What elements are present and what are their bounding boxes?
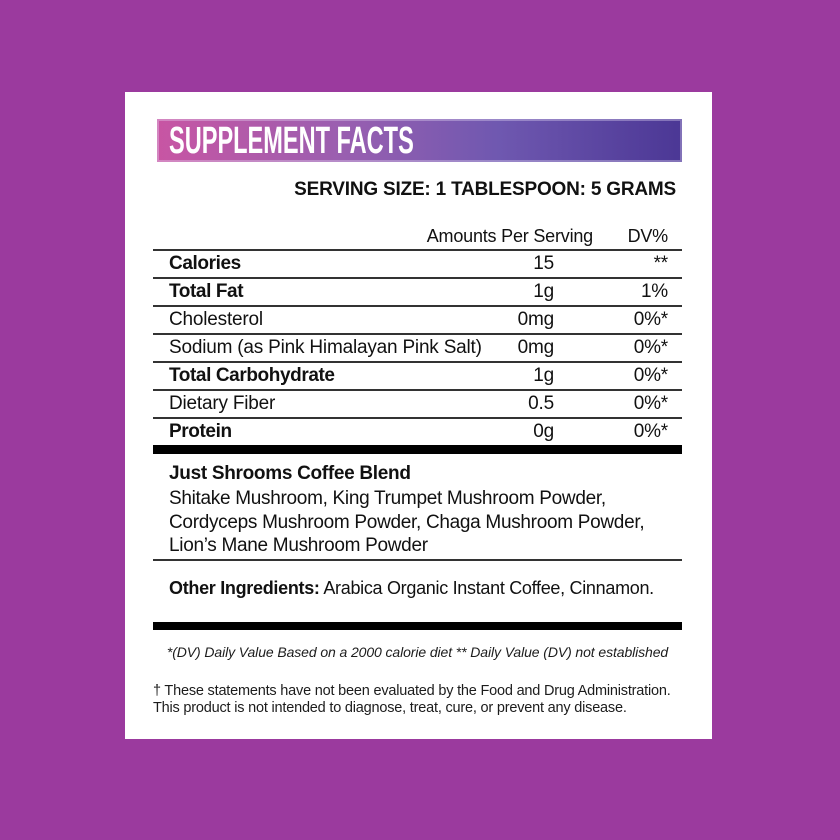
blend-line: Cordyceps Mushroom Powder, Chaga Mushroo… — [169, 511, 645, 533]
nutrient-amount: 0mg — [517, 337, 555, 358]
nutrient-label: Total Fat — [169, 281, 244, 302]
nutrient-label: Protein — [169, 421, 232, 442]
nutrient-dv: 0%* — [633, 393, 668, 414]
nutrient-amount: 1g — [533, 281, 554, 302]
nutrient-amount: 0mg — [517, 309, 555, 330]
nutrient-label: Sodium (as Pink Himalayan Pink Salt) — [169, 337, 482, 358]
nutrient-label: Calories — [169, 253, 241, 274]
nutrient-dv: 0%* — [633, 421, 668, 442]
nutrient-amount: 0g — [533, 421, 554, 442]
table-header-row: Amounts Per Serving DV% — [153, 223, 682, 249]
section-divider-bar — [153, 621, 682, 630]
nutrition-table: Amounts Per Serving DV% Calories 15 ** T… — [153, 223, 682, 445]
serving-size-line: SERVING SIZE: 1 TABLESPOON: 5 GRAMS — [294, 179, 676, 200]
table-row: Cholesterol 0mg 0%* — [153, 305, 682, 333]
fda-disclaimer-line: † These statements have not been evaluat… — [153, 682, 671, 699]
other-ingredients-label: Other Ingredients: — [169, 577, 320, 598]
nutrient-label: Dietary Fiber — [169, 393, 276, 414]
blend-line: Shitake Mushroom, King Trumpet Mushroom … — [169, 488, 606, 509]
fda-disclaimer: † These statements have not been evaluat… — [153, 683, 682, 718]
label-title: SUPPLEMENT FACTS — [169, 119, 414, 162]
daily-value-footnote: *(DV) Daily Value Based on a 2000 calori… — [166, 643, 669, 660]
nutrient-dv: 0%* — [633, 309, 668, 330]
nutrient-amount: 1g — [533, 365, 554, 386]
nutrient-amount: 0.5 — [528, 393, 554, 414]
table-row: Total Carbohydrate 1g 0%* — [153, 361, 682, 389]
section-divider-bar — [153, 445, 682, 454]
thin-divider-line — [153, 558, 682, 561]
nutrient-dv: 1% — [640, 281, 668, 302]
nutrient-label: Cholesterol — [169, 309, 263, 330]
nutrient-dv: 0%* — [633, 365, 668, 386]
other-ingredients-value: Arabica Organic Instant Coffee, Cinnamon… — [319, 577, 654, 598]
other-ingredients-line: Other Ingredients: Arabica Organic Insta… — [153, 578, 682, 599]
table-row: Calories 15 ** — [153, 249, 682, 277]
table-row: Dietary Fiber 0.5 0%* — [153, 389, 682, 417]
column-header-amounts: Amounts Per Serving — [426, 225, 593, 246]
column-header-dv: DV% — [627, 225, 669, 246]
blend-title: Just Shrooms Coffee Blend — [169, 463, 411, 484]
table-row: Sodium (as Pink Himalayan Pink Salt) 0mg… — [153, 333, 682, 361]
header-gradient-bar: SUPPLEMENT FACTS — [157, 119, 682, 162]
nutrient-label: Total Carbohydrate — [169, 365, 335, 386]
supplement-facts-label: SUPPLEMENT FACTS SERVING SIZE: 1 TABLESP… — [125, 92, 712, 739]
table-row: Total Fat 1g 1% — [153, 277, 682, 305]
blend-line: Lion’s Mane Mushroom Powder — [169, 535, 428, 556]
table-row: Protein 0g 0%* — [153, 417, 682, 445]
blend-ingredients: Shitake Mushroom, King Trumpet Mushroom … — [153, 487, 682, 558]
fda-disclaimer-line: This product is not intended to diagnose… — [153, 700, 627, 716]
nutrient-amount: 15 — [533, 253, 554, 274]
nutrient-dv: 0%* — [633, 337, 668, 358]
nutrient-dv: ** — [653, 253, 669, 274]
